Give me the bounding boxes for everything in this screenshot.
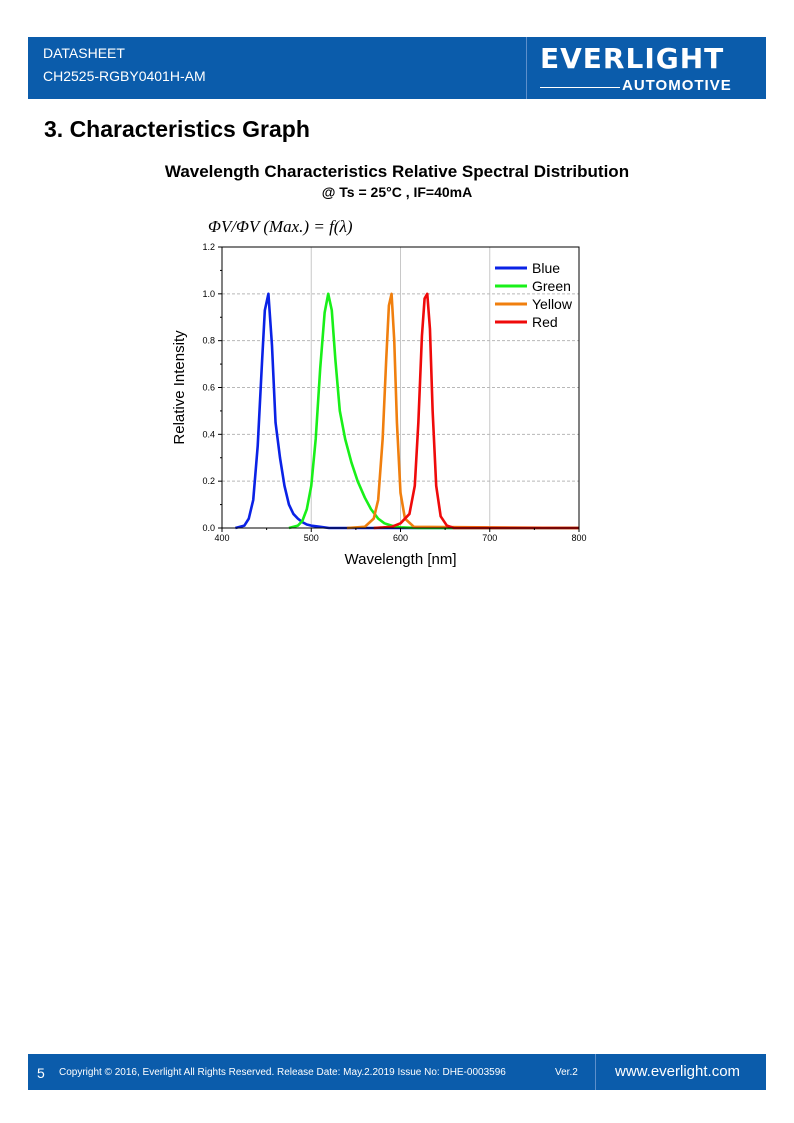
legend-label-blue: Blue xyxy=(532,260,560,276)
chart-formula: ΦV/ΦV (Max.) = f(λ) xyxy=(208,217,353,236)
logo-rule xyxy=(540,87,620,88)
x-tick-label: 800 xyxy=(571,533,586,543)
part-number: CH2525-RGBY0401H-AM xyxy=(43,68,206,84)
y-tick-label: 0.2 xyxy=(202,476,215,486)
series-line-red xyxy=(373,292,579,530)
y-tick-label: 0.0 xyxy=(202,523,215,533)
version-text: Ver.2 xyxy=(555,1067,578,1078)
y-tick-label: 0.8 xyxy=(202,336,215,346)
copyright-text: Copyright © 2016, Everlight All Rights R… xyxy=(59,1067,506,1078)
chart-title: Wavelength Characteristics Relative Spec… xyxy=(164,162,630,181)
footer-divider xyxy=(595,1054,596,1090)
page-header: DATASHEET CH2525-RGBY0401H-AM EVERLIGHT … xyxy=(28,37,766,99)
everlight-logo: EVERLIGHT xyxy=(540,42,725,75)
header-divider xyxy=(526,37,527,99)
series-line-blue xyxy=(235,292,579,530)
section-title: 3. Characteristics Graph xyxy=(44,116,310,142)
y-axis-label: Relative Intensity xyxy=(171,330,188,445)
series-line-green xyxy=(288,292,579,530)
spectral-chart: 400 500 600 700 800 0.0 0.2 0.4 0.6 0.8 1.0 1.2 Wave… xyxy=(171,242,587,568)
page-footer: 5 Copyright © 2016, Everlight All Rights… xyxy=(28,1054,766,1090)
x-tick-label: 700 xyxy=(482,533,497,543)
legend-label-green: Green xyxy=(532,278,571,294)
x-axis-label: Wavelength [nm] xyxy=(345,551,457,568)
website-link[interactable]: www.everlight.com xyxy=(615,1063,741,1080)
doc-type: DATASHEET xyxy=(43,45,125,61)
page-number: 5 xyxy=(37,1065,45,1081)
x-tick-label: 500 xyxy=(304,533,319,543)
x-tick-label: 400 xyxy=(214,533,229,543)
x-tick-label: 600 xyxy=(393,533,408,543)
y-tick-label: 1.2 xyxy=(202,242,215,252)
y-tick-label: 0.6 xyxy=(202,383,215,393)
y-tick-label: 1.0 xyxy=(202,289,215,299)
legend-label-yellow: Yellow xyxy=(532,296,573,312)
series-line-yellow xyxy=(346,292,580,530)
chart-subtitle: @ Ts = 25°C , IF=40mA xyxy=(321,184,473,200)
logo-subtitle: AUTOMOTIVE xyxy=(622,77,732,94)
y-tick-label: 0.4 xyxy=(202,429,215,439)
legend-label-red: Red xyxy=(532,314,558,330)
